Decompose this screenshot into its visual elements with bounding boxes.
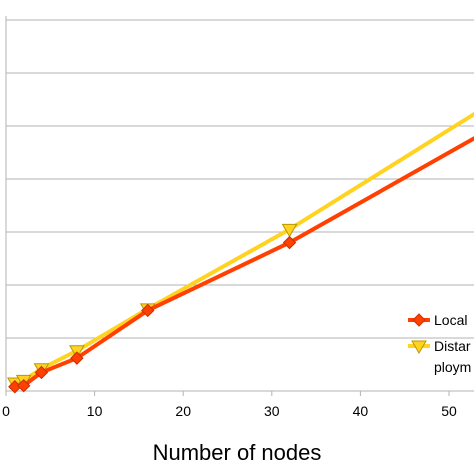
data-point-local [17, 378, 31, 393]
legend-distar-label: Distar [434, 338, 471, 354]
x-tick-label: 10 [87, 403, 103, 419]
legend-local-label: Local [434, 312, 467, 328]
x-tick-label: 50 [441, 403, 457, 419]
legend-local-marker [412, 313, 426, 327]
x-tick-label: 20 [175, 403, 191, 419]
x-tick-label: 30 [264, 403, 280, 419]
series-line-distar [14, 111, 474, 385]
legend-distar-label-line2: ploym [434, 359, 471, 375]
x-axis-ticks: 0 10 20 30 40 50 [2, 391, 457, 419]
data-point-local [282, 235, 297, 250]
x-tick-label: 40 [353, 403, 369, 419]
legend-distar-marker [411, 340, 427, 354]
grid-lines [6, 19, 474, 339]
legend: Local Distar ploym [408, 312, 471, 375]
series-group [6, 111, 474, 394]
data-point-distar [281, 223, 298, 238]
data-point-local [34, 365, 49, 380]
x-tick-label: 0 [2, 403, 10, 419]
data-point-local [70, 351, 84, 365]
x-axis-label: Number of nodes [153, 440, 322, 465]
data-point-local [141, 303, 155, 318]
